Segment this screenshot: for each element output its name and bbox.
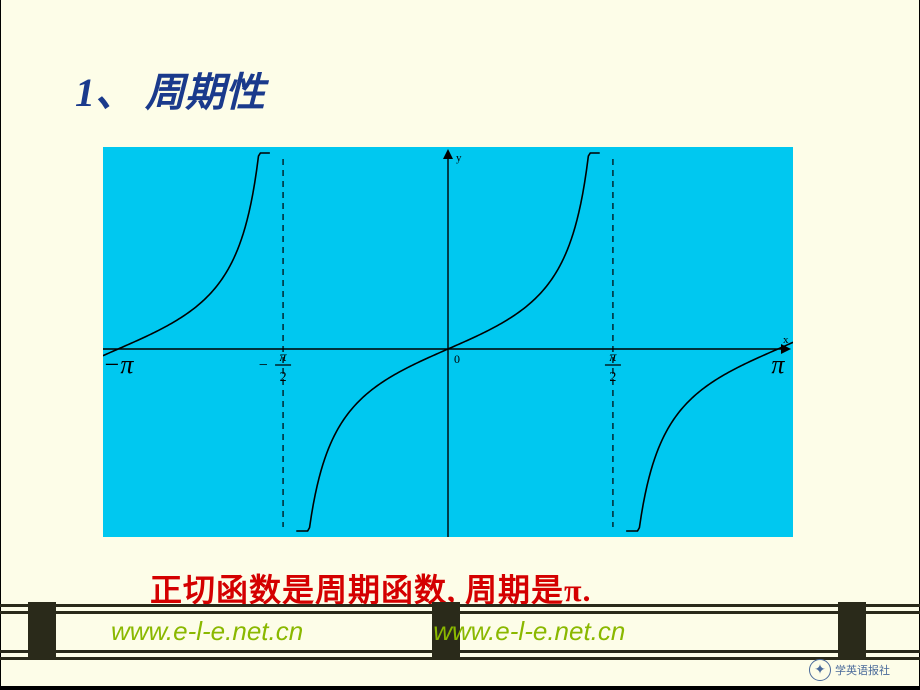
slide-title: 1、 周期性 <box>75 60 265 118</box>
bottom-border <box>0 686 920 690</box>
watermark: ✦ 学英语报社 <box>809 656 909 684</box>
chart-svg: yx0−3π2−π−π2π2π3π2 <box>103 147 793 537</box>
svg-text:π: π <box>280 350 288 365</box>
left-edge <box>0 0 1 690</box>
svg-text:2: 2 <box>280 370 287 385</box>
svg-text:y: y <box>456 152 462 164</box>
svg-text:π: π <box>609 350 617 365</box>
svg-text:π: π <box>771 350 785 379</box>
svg-text:0: 0 <box>454 352 460 366</box>
footer-url-2: www.e-l-e.net.cn <box>433 616 625 647</box>
footer-urls: www.e-l-e.net.cn www.e-l-e.net.cn <box>0 616 920 647</box>
svg-text:−π: −π <box>103 350 134 379</box>
svg-text:−: − <box>258 357 269 374</box>
svg-text:2: 2 <box>609 370 616 385</box>
rail-top <box>0 604 920 614</box>
footer-url-1: www.e-l-e.net.cn <box>111 616 303 647</box>
tangent-chart: yx0−3π2−π−π2π2π3π2 <box>103 147 793 537</box>
rail-bottom <box>0 650 920 660</box>
watermark-icon: ✦ <box>809 659 831 681</box>
slide: 1、 周期性 yx0−3π2−π−π2π2π3π2 正切函数是周期函数, 周期是… <box>0 0 920 690</box>
footer: www.e-l-e.net.cn www.e-l-e.net.cn ✦ 学英语报… <box>0 604 920 690</box>
watermark-text: 学英语报社 <box>835 662 890 678</box>
